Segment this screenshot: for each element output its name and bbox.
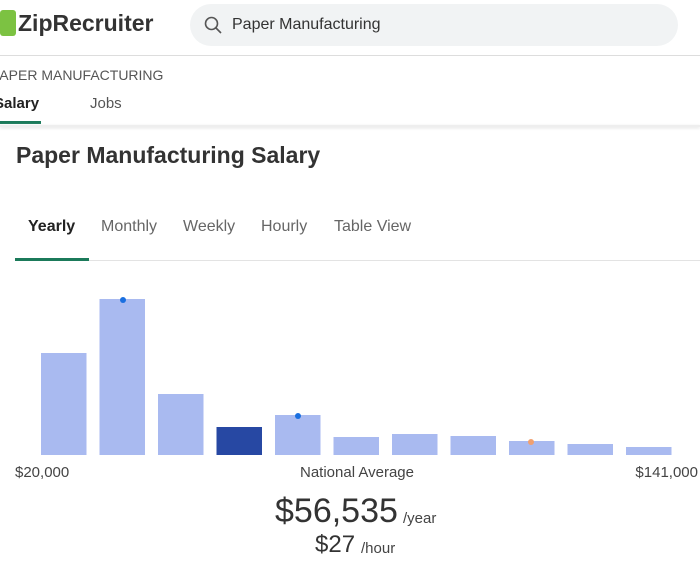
bar	[392, 434, 438, 455]
logo-icon	[0, 10, 16, 36]
bar	[275, 415, 321, 455]
nav-underline	[0, 121, 41, 124]
period-tab[interactable]: Yearly	[28, 218, 76, 235]
divider	[89, 260, 700, 261]
search-icon	[204, 16, 222, 34]
bar	[450, 436, 496, 455]
marker	[295, 413, 301, 419]
hourly-unit: /hour	[361, 540, 396, 557]
period-tab[interactable]: Table View	[334, 218, 412, 235]
period-tab[interactable]: Monthly	[101, 218, 158, 235]
marker	[528, 439, 534, 445]
bar	[99, 299, 145, 455]
bar	[567, 444, 613, 455]
marker	[120, 297, 126, 303]
bar	[158, 394, 204, 455]
search-box[interactable]: Paper Manufacturing	[190, 4, 678, 46]
divider	[0, 125, 700, 127]
x-label: $20,000	[15, 464, 70, 481]
chart-title: Paper Manufacturing Salary	[16, 142, 321, 168]
x-label: National Average	[300, 464, 414, 481]
bar	[509, 441, 555, 455]
nav-tab[interactable]: Salary	[0, 95, 40, 112]
period-tab[interactable]: Hourly	[261, 218, 308, 235]
period-tab[interactable]: Weekly	[183, 218, 236, 235]
bar	[41, 353, 87, 455]
search-text: Paper Manufacturing	[232, 16, 381, 33]
tab-underline	[15, 258, 89, 261]
bar	[216, 427, 262, 455]
divider	[0, 55, 700, 56]
chart	[41, 297, 672, 455]
hourly-average: $27	[315, 531, 356, 558]
nav-tab[interactable]: Jobs	[90, 95, 122, 112]
logo[interactable]: ZipRecruiter	[18, 10, 154, 36]
yearly-unit: /year	[403, 510, 437, 527]
breadcrumb[interactable]: PAPER MANUFACTURING	[0, 67, 164, 83]
x-label: $141,000	[635, 464, 698, 481]
bar	[626, 447, 672, 455]
bar	[333, 437, 379, 455]
yearly-average: $56,535	[275, 492, 398, 530]
